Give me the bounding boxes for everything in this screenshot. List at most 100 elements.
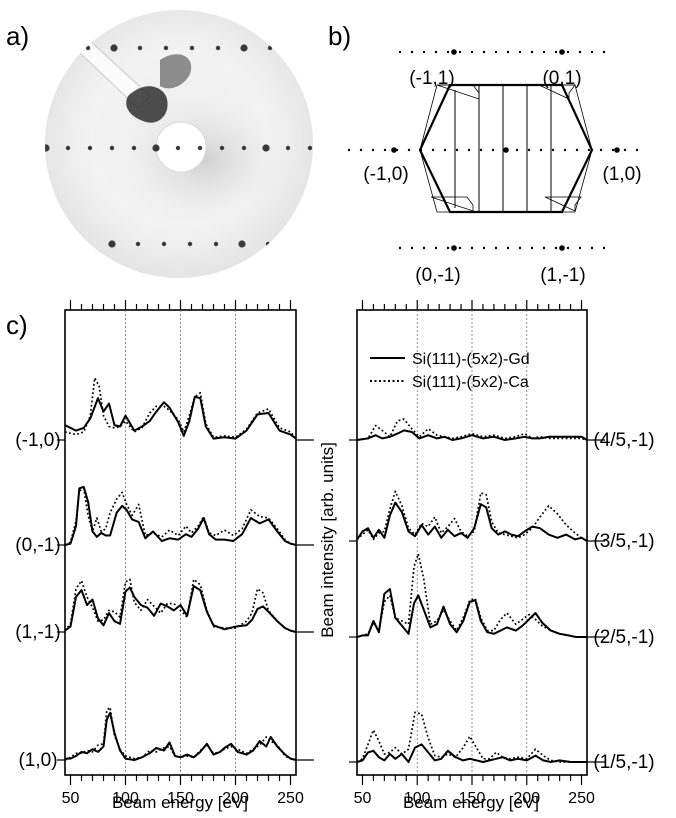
panel-c-label: c) [6, 310, 28, 340]
leed-spot [240, 44, 248, 52]
spot-label-0-m1: (0,-1) [415, 265, 460, 286]
lattice-dot [563, 148, 567, 152]
leed-spot [108, 240, 116, 248]
leed-spot [213, 241, 219, 247]
legend: Si(111)-(5x2)-Gd Si(111)-(5x2)-Ca [370, 351, 530, 391]
iv-plot-right: 50 100 150 200 250 (4/5,-1) (3/5,-1) (2/5,-1) (1… [349, 300, 655, 807]
lattice-dot [422, 246, 426, 250]
domain-stripes [454, 86, 552, 211]
lattice-dot [434, 246, 438, 250]
leed-spot [110, 44, 118, 52]
lattice-dot [410, 246, 414, 250]
leed-spot [241, 145, 247, 151]
series-line-gd [64, 585, 297, 633]
series-line-gd [356, 588, 587, 638]
lattice-dot [539, 148, 543, 152]
lattice-dot [590, 246, 594, 250]
lattice-dot [371, 148, 375, 152]
lattice-dot [587, 148, 591, 152]
series-line-gd [64, 485, 297, 546]
leed-spot [293, 45, 299, 51]
leed-spot [330, 146, 334, 150]
lattice-dot [578, 50, 582, 54]
leed-spot [109, 145, 115, 151]
tick-label: 50 [354, 790, 372, 807]
lattice-dot [383, 148, 387, 152]
beam-label: (2/5,-1) [593, 627, 654, 648]
lattice-dot [446, 246, 450, 250]
integer-order-spot [559, 245, 565, 251]
lattice-dot [482, 50, 486, 54]
lattice-dot [527, 148, 531, 152]
leed-spot [163, 45, 169, 51]
legend-label-gd: Si(111)-(5x2)-Gd [412, 351, 530, 368]
x-axis-title-left: Beam energy [eV] [112, 793, 248, 812]
series-line-ca [64, 578, 297, 633]
spot-label-0-1: (0,1) [542, 68, 581, 89]
tick-label: 200 [222, 790, 249, 807]
leed-spot [370, 44, 377, 51]
beam-label: (-1,0) [15, 430, 60, 451]
tick-label: 100 [112, 790, 139, 807]
lattice-dot [491, 148, 495, 152]
lattice-dot [566, 50, 570, 54]
lattice-dot [575, 148, 579, 152]
leed-spot [161, 241, 167, 247]
leed-spot [45, 144, 50, 152]
beam-label: (1,0) [18, 750, 57, 771]
lattice-dot [359, 148, 363, 152]
lattice-dot [530, 246, 534, 250]
leed-spot [368, 240, 375, 247]
lattice-dot [506, 50, 510, 54]
lattice-dot [410, 50, 414, 54]
integer-order-spot [614, 147, 620, 153]
tick-label: 250 [277, 790, 304, 807]
tick-label: 150 [459, 790, 486, 807]
y-axis-title: Beam intensity [arb. units] [318, 442, 337, 638]
lattice-dot [494, 50, 498, 54]
lattice-dot [347, 148, 351, 152]
lattice-dot [566, 246, 570, 250]
leed-spot [238, 240, 246, 248]
lattice-dot [542, 246, 546, 250]
leed-spot [85, 45, 91, 51]
leed-pattern-image [45, 10, 400, 278]
integer-order-spot [391, 147, 397, 153]
tick-label: 200 [513, 790, 540, 807]
lattice-dot [542, 50, 546, 54]
leed-spot [131, 145, 137, 151]
spot-label-1-m1: (1,-1) [540, 265, 585, 286]
leed-spot [135, 241, 141, 247]
leed-spot [215, 45, 221, 51]
leed-spot [175, 145, 181, 151]
leed-spot [189, 45, 195, 51]
leed-spot [262, 144, 270, 152]
lattice-dot [635, 148, 639, 152]
tick-label: 50 [62, 790, 80, 807]
tick-label: 250 [568, 790, 595, 807]
integer-order-spot [451, 49, 457, 55]
leed-spot [396, 242, 400, 246]
tick-label: 100 [404, 790, 431, 807]
lattice-dot [494, 246, 498, 250]
panel-b-label: b) [328, 21, 351, 51]
integer-order-spot [559, 49, 565, 55]
series-line-gd [356, 743, 587, 763]
leed-spot [65, 145, 71, 151]
leed-spot [291, 241, 297, 247]
beam-label: (0,-1) [15, 535, 60, 556]
lattice-dot [479, 148, 483, 152]
spot-label-m1-1: (-1,1) [409, 68, 454, 89]
lattice-dot [599, 148, 603, 152]
lattice-dot [458, 50, 462, 54]
series-line-gd [356, 501, 588, 542]
leed-spot [83, 241, 89, 247]
leed-spot [137, 45, 143, 51]
leed-spot [285, 145, 291, 151]
leed-spot [87, 145, 93, 151]
series-line-ca [356, 418, 588, 441]
lattice-dot [455, 148, 459, 152]
leed-spot [267, 45, 273, 51]
lattice-dot [554, 246, 558, 250]
lattice-dot [434, 50, 438, 54]
